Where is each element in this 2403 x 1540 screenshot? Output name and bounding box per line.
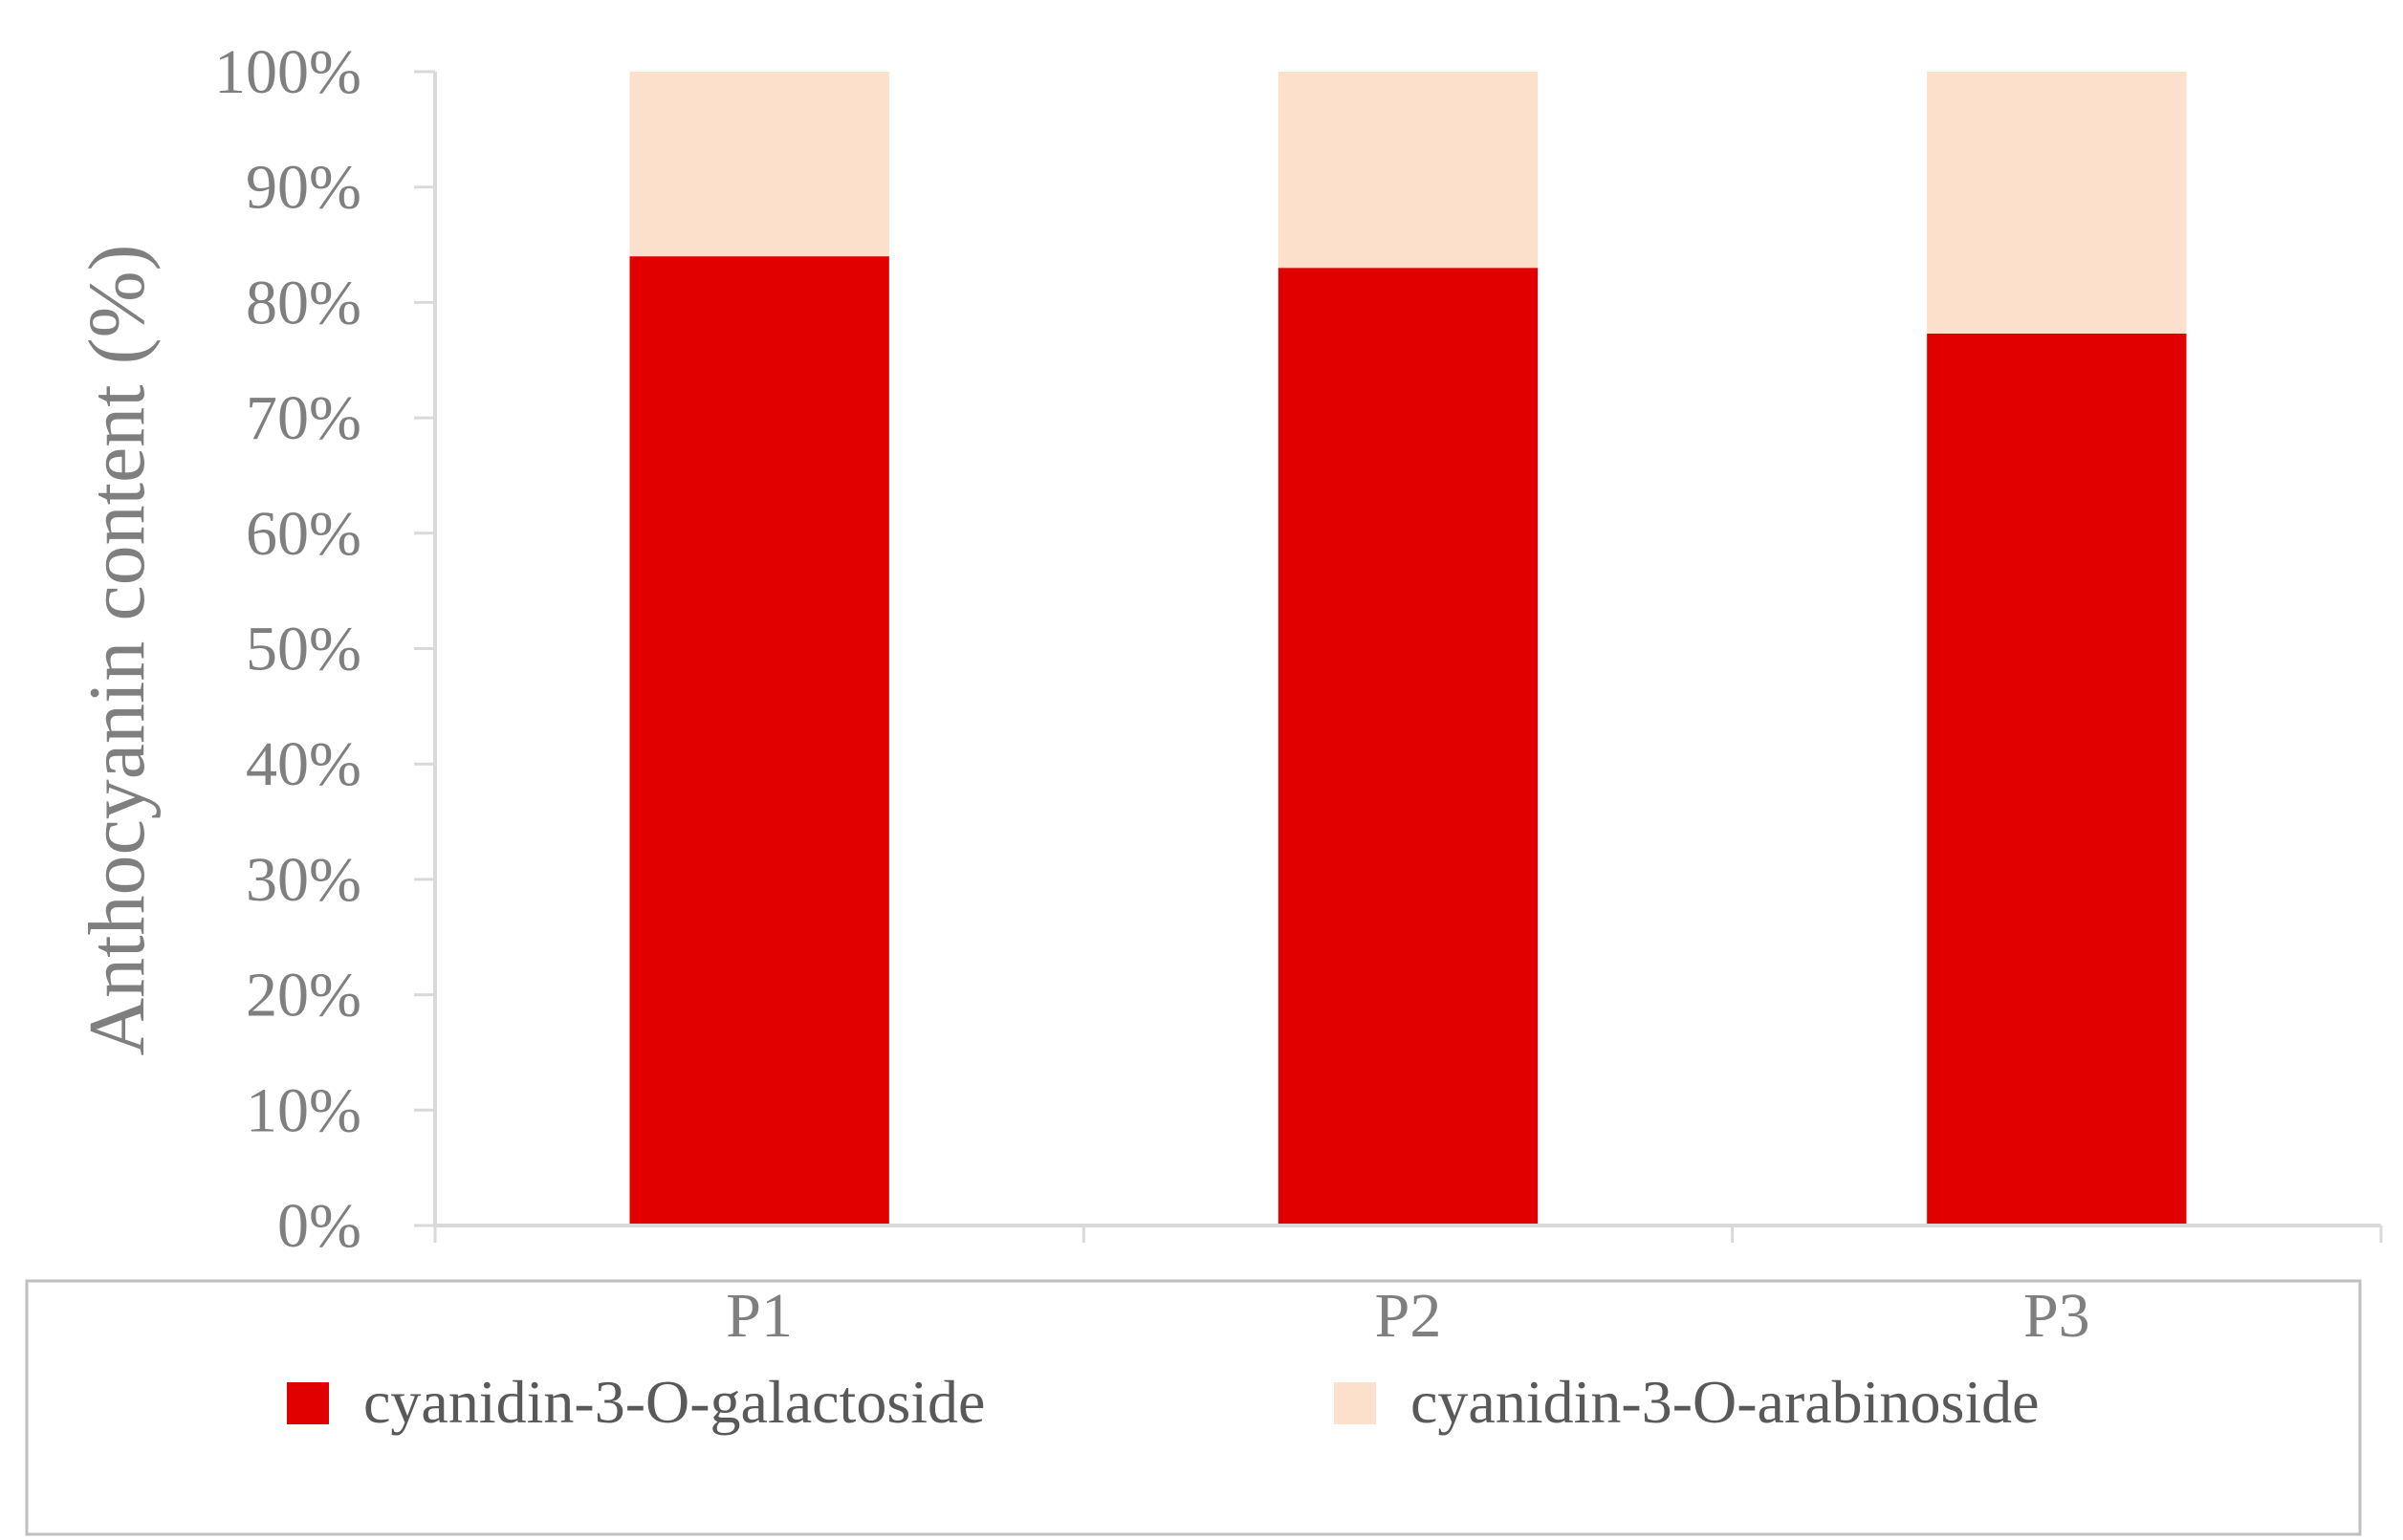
bar-segment [1927, 333, 2187, 1225]
y-tick-label: 50% [246, 615, 361, 684]
y-axis-tick-labels: 0% 10% 20% 30% 40% 50% 60% 70% 80% 90% 100% [214, 37, 435, 1261]
x-axis-category-labels: P1 P2 P3 [726, 1281, 2089, 1351]
y-tick-label: 20% [246, 961, 361, 1030]
bar-segment [1278, 72, 1539, 269]
legend-label: cyanidin-3-O-galactoside [363, 1368, 985, 1436]
y-tick-label: 40% [246, 729, 361, 799]
y-tick-label: 80% [246, 268, 361, 337]
y-tick-label: 100% [214, 37, 361, 107]
y-axis-title: Anthocyanin content (%) [73, 244, 162, 1055]
bar-segment [1927, 72, 2187, 334]
legend: cyanidin-3-O-galactoside cyanidin-3-O-ara… [287, 1368, 2040, 1436]
x-category-label: P2 [1375, 1281, 1442, 1351]
y-tick-label: 70% [246, 383, 361, 453]
legend-box [25, 1279, 2362, 1536]
x-category-label: P3 [2023, 1281, 2090, 1351]
x-axis-ticks [433, 1225, 2383, 1243]
bar-segment [629, 72, 889, 257]
y-tick-label: 30% [246, 845, 361, 915]
legend-label: cyanidin-3-O-arabinoside [1410, 1368, 2040, 1436]
y-tick-label: 0% [277, 1191, 361, 1261]
legend-swatch [1334, 1382, 1376, 1424]
bar-segment [629, 256, 889, 1225]
x-category-label: P1 [726, 1281, 793, 1351]
y-tick-label: 90% [246, 153, 361, 223]
bar-segment [1278, 268, 1539, 1225]
y-tick-label: 10% [246, 1075, 361, 1145]
y-tick-label: 60% [246, 499, 361, 569]
legend-swatch [287, 1382, 329, 1424]
bar-group [629, 72, 2187, 1225]
